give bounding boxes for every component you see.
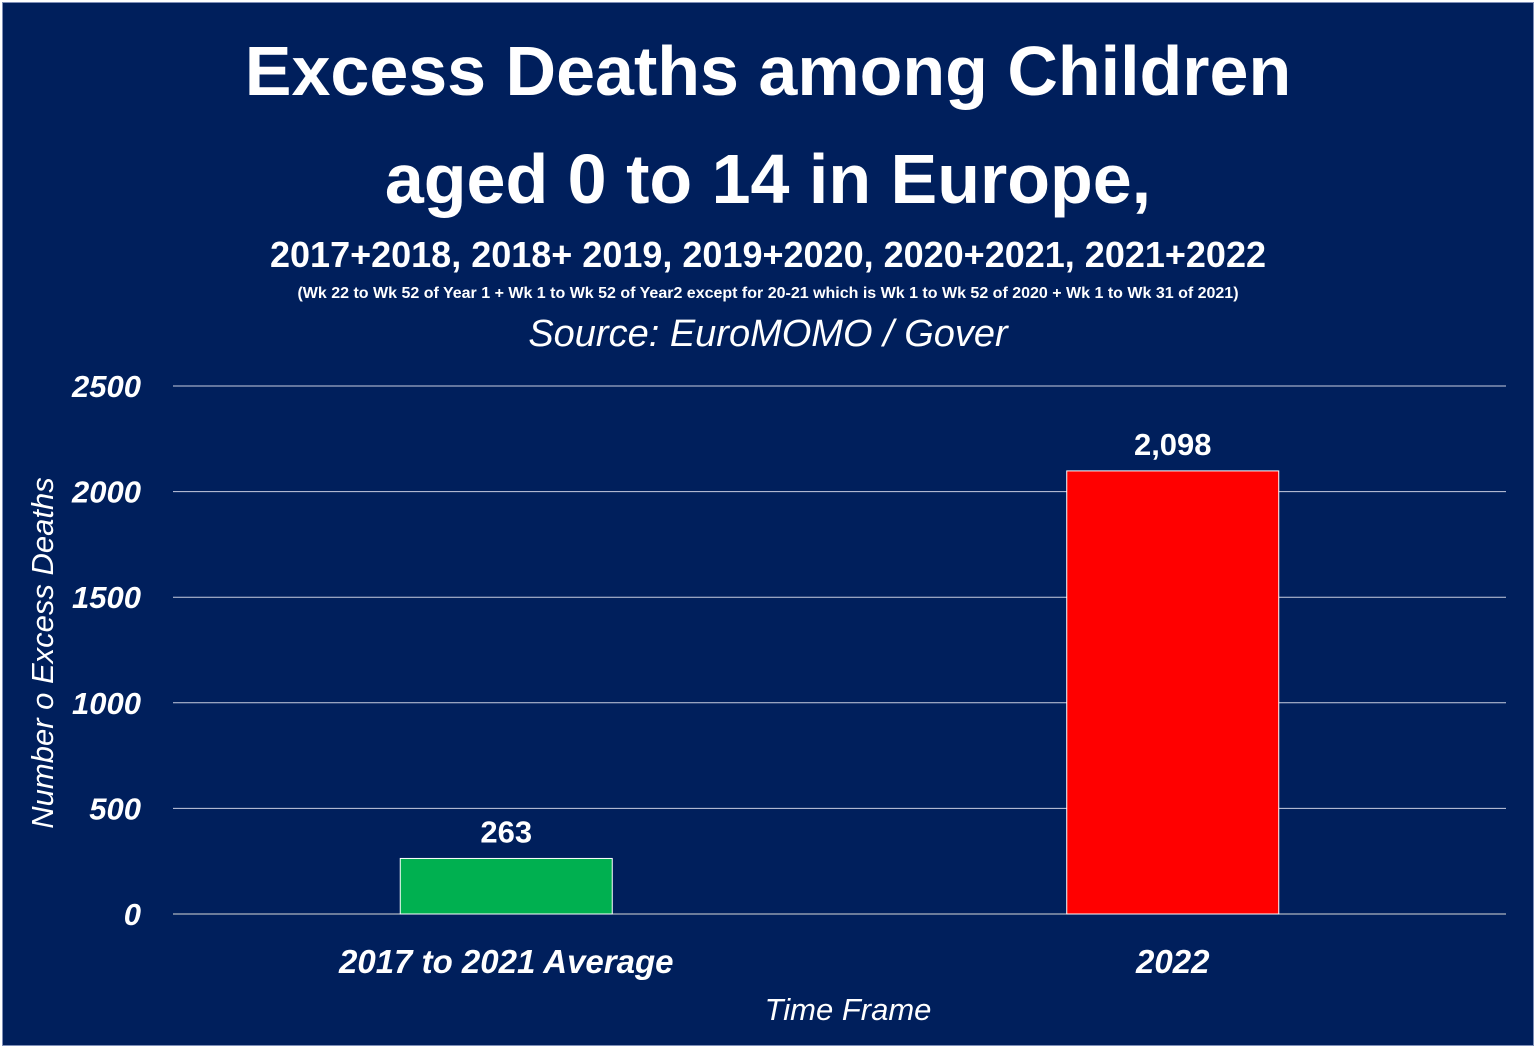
- data-label: 2,098: [1134, 427, 1212, 462]
- bars: [399, 470, 1280, 915]
- bar: [1066, 470, 1280, 915]
- chart-title-line-1: Excess Deaths among Children: [244, 32, 1292, 110]
- data-labels: 263 2,098: [480, 427, 1211, 850]
- bar: [399, 857, 613, 915]
- y-axis-ticks: 0 500 1000 1500 2000 2500: [71, 369, 141, 932]
- y-tick-label: 2000: [71, 475, 141, 510]
- x-category-label: 2017 to 2021 Average: [338, 943, 674, 980]
- data-label: 263: [480, 814, 532, 849]
- x-axis-label: Time Frame: [765, 992, 932, 1027]
- y-tick-label: 500: [89, 791, 141, 826]
- gridlines: [173, 385, 1506, 915]
- y-tick-label: 2500: [71, 369, 141, 404]
- x-axis-categories: 2017 to 2021 Average 2022: [338, 943, 1210, 980]
- y-tick-label: 0: [124, 897, 141, 932]
- chart-subtitle: 2017+2018, 2018+ 2019, 2019+2020, 2020+2…: [270, 234, 1266, 275]
- x-category-label: 2022: [1135, 943, 1210, 980]
- chart-note: (Wk 22 to Wk 52 of Year 1 + Wk 1 to Wk 5…: [297, 285, 1239, 302]
- chart-source: Source: EuroMOMO / Gover: [528, 313, 1008, 355]
- bar-chart-plot: 0 500 1000 1500 2000 2500 263 2,098 2017 to 20…: [25, 369, 1506, 1027]
- y-tick-label: 1000: [72, 686, 141, 721]
- chart-title-line-2: aged 0 to 14 in Europe,: [384, 140, 1152, 218]
- y-tick-label: 1500: [72, 580, 141, 615]
- y-axis-label: Number o Excess Deaths: [25, 477, 60, 828]
